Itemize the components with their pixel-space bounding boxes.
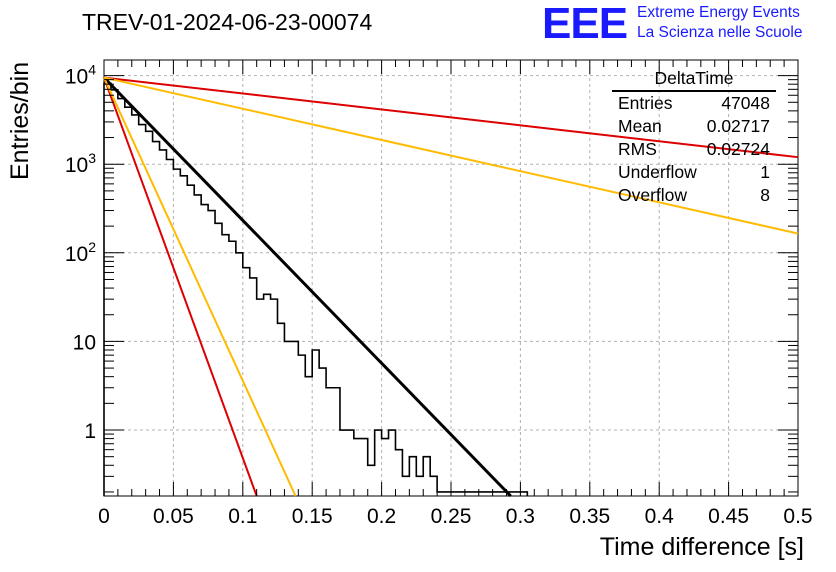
y-tick-label: 103 (65, 150, 96, 177)
x-tick-label: 0.5 (783, 505, 812, 528)
x-tick-label: 0.1 (228, 505, 257, 528)
logo-caption: Extreme Energy Events La Scienza nelle S… (637, 3, 802, 43)
axis-ticks: 0 0.05 0.1 0.15 0.2 0.25 0.3 0.35 0.4 0.45 0.5 1 10 1… (65, 60, 813, 528)
stats-row-overflow: Overflow 8 (612, 184, 776, 207)
fit-curves (102, 76, 799, 498)
stats-title: DeltaTime (612, 68, 776, 92)
fit-line-yellow-shallow (103, 76, 799, 235)
stats-value: 0.02724 (706, 139, 770, 159)
stats-label: Overflow (618, 185, 688, 205)
x-tick-label: 0.2 (367, 505, 396, 528)
logo-line-1: Extreme Energy Events (637, 4, 800, 21)
y-tick-label: 102 (65, 239, 96, 266)
x-tick-label: 0.25 (431, 505, 472, 528)
stats-value: 0.02717 (706, 116, 770, 136)
y-tick-label: 1 (84, 420, 96, 443)
fit-line-red-steep (103, 77, 258, 497)
eee-logo: EEE (542, 0, 628, 48)
stats-box: DeltaTime Entries 47048 Mean 0.02717 RMS… (612, 68, 776, 207)
y-tick-label: 10 (73, 331, 96, 354)
chart-title: TREV-01-2024-06-23-00074 (82, 9, 373, 35)
x-tick-label: 0 (98, 505, 110, 528)
stats-value: 1 (760, 162, 770, 182)
stats-row-underflow: Underflow 1 (612, 161, 776, 184)
stats-row-rms: RMS 0.02724 (612, 138, 776, 161)
stats-row-entries: Entries 47048 (612, 92, 776, 115)
stats-value: 8 (760, 185, 770, 205)
x-axis-label: Time difference [s] (599, 533, 804, 561)
logo-line-2: La Scienza nelle Scuole (637, 24, 803, 41)
y-tick-label: 104 (65, 62, 96, 89)
y-axis-label: Entries/bin (6, 61, 34, 180)
stats-label: RMS (618, 139, 657, 159)
stats-label: Mean (618, 116, 662, 136)
histogram (103, 82, 529, 496)
x-tick-label: 0.4 (645, 505, 675, 528)
histogram-outline (103, 82, 529, 496)
x-tick-label: 0.05 (153, 505, 194, 528)
x-tick-label: 0.35 (569, 505, 610, 528)
fit-line-fit (102, 76, 512, 498)
fit-line-red-shallow (103, 76, 799, 159)
stats-row-mean: Mean 0.02717 (612, 115, 776, 138)
fit-line-yellow-steep (103, 77, 297, 497)
x-tick-label: 0.15 (292, 505, 333, 528)
stats-value: 47048 (721, 93, 770, 113)
stats-label: Underflow (618, 162, 697, 182)
stats-label: Entries (618, 93, 673, 113)
x-tick-label: 0.3 (506, 505, 535, 528)
x-tick-label: 0.45 (708, 505, 749, 528)
